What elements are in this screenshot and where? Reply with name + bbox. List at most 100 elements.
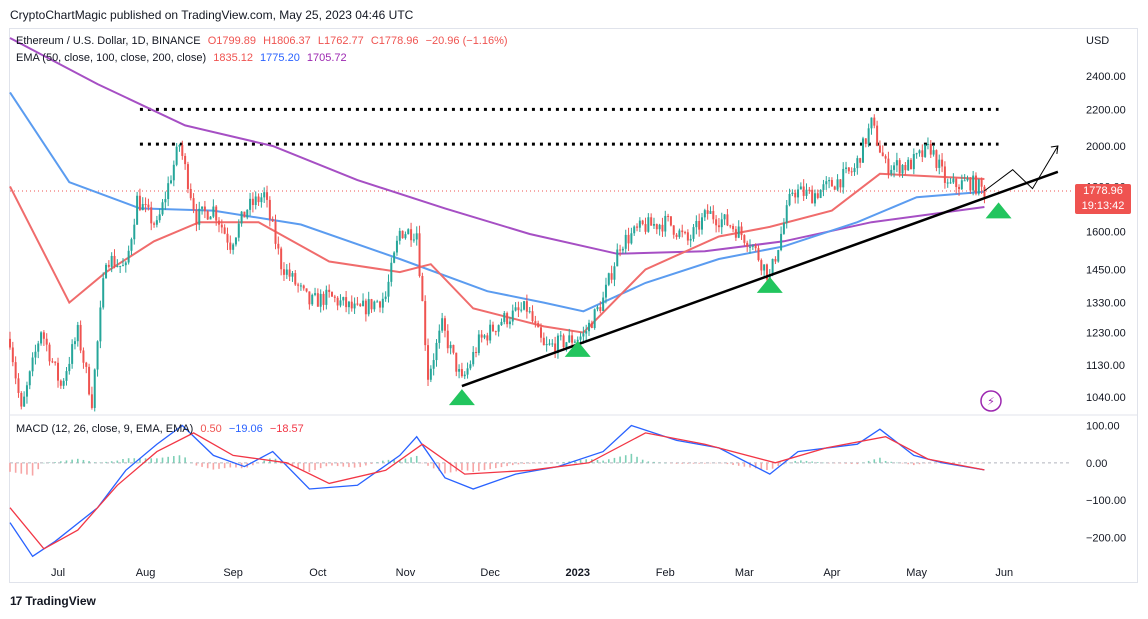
macd-histogram-bar (771, 462, 774, 469)
macd-histogram-bar (189, 462, 192, 463)
macd-histogram-bar (235, 462, 237, 468)
macd-histogram-bar (681, 462, 684, 464)
candle-body (627, 234, 630, 244)
candle-body (847, 167, 850, 172)
candle-body (350, 301, 353, 309)
macd-histogram-bar (777, 462, 780, 467)
candle-body (220, 224, 223, 228)
macd-histogram-bar (139, 458, 141, 463)
candle-body (73, 341, 76, 345)
candle-body (895, 160, 898, 166)
candle-body (189, 188, 192, 199)
ema-label[interactable]: EMA (50, close, 100, close, 200, close) (16, 52, 207, 64)
candle-body (833, 186, 836, 190)
candle-body (263, 192, 266, 198)
candle-body (590, 322, 593, 328)
candle-body (243, 211, 246, 218)
candle-body (71, 344, 74, 364)
macd-histogram-bar (636, 456, 638, 463)
macd-tick-label: 0.00 (1086, 458, 1107, 470)
candle-body (551, 343, 554, 345)
candle-body (297, 284, 300, 286)
macd-histogram-bar (670, 462, 672, 464)
macd-histogram-bar (461, 462, 463, 471)
macd-histogram-bar (263, 460, 266, 463)
candle-body (723, 214, 726, 220)
macd-histogram-bar (43, 462, 45, 464)
macd-histogram-bar (156, 458, 158, 463)
candle-body (164, 199, 167, 203)
candle-body (825, 181, 828, 185)
candle-body (604, 284, 607, 298)
macd-histogram-bar (828, 462, 830, 464)
macd-histogram-bar (896, 462, 898, 464)
macd-histogram-bar (913, 462, 915, 466)
macd-histogram-bar (980, 462, 983, 464)
candle-body (980, 179, 983, 187)
macd-histogram-bar (342, 462, 345, 467)
symbol-label[interactable]: Ethereum / U.S. Dollar, 1D, BINANCE (16, 35, 201, 47)
candle-body (226, 233, 229, 243)
macd-histogram-bar (969, 462, 972, 464)
candle-body (99, 307, 102, 342)
macd-tick-label: 100.00 (1086, 420, 1120, 432)
candle-body (254, 196, 257, 206)
macd-histogram-bar (607, 459, 610, 463)
macd-histogram-bar (585, 459, 587, 463)
candle-body (218, 220, 221, 225)
candle-body (856, 158, 859, 169)
candle-body (901, 165, 904, 174)
macd-label[interactable]: MACD (12, 26, close, 9, EMA, EMA) (16, 423, 194, 435)
macd-histogram-bar (82, 459, 85, 463)
candle-body (568, 335, 571, 343)
price-tick-label: 1330.00 (1086, 298, 1126, 310)
candle-body (565, 342, 568, 348)
candle-body (121, 265, 124, 267)
candle-body (288, 269, 291, 277)
candle-body (9, 338, 11, 348)
candle-body (339, 300, 342, 306)
time-tick-label: Feb (656, 567, 675, 579)
macd-histogram-bar (715, 462, 717, 464)
macd-histogram-bar (161, 457, 164, 463)
macd-histogram-bar (110, 461, 113, 463)
macd-histogram-bar (664, 462, 667, 464)
ascending-trendline (461, 170, 1059, 388)
macd-histogram-bar (794, 460, 797, 463)
macd-line (9, 424, 985, 558)
time-tick-label: Oct (309, 567, 326, 579)
candle-body (966, 178, 969, 181)
ema50-line (9, 172, 985, 334)
candle-body (424, 301, 427, 346)
macd-histogram-bar (574, 460, 576, 463)
current-price-label: 1778.96 (1083, 185, 1123, 197)
candle-body (458, 369, 461, 372)
candle-body (652, 224, 655, 226)
macd-histogram-bar (845, 462, 847, 464)
macd-histogram-bar (184, 457, 186, 463)
candle-body (506, 313, 509, 325)
macd-histogram-bar (579, 459, 582, 463)
macd-histogram-bar (867, 460, 870, 463)
candle-body (249, 198, 252, 210)
candle-body (774, 258, 777, 262)
candle-body (675, 234, 678, 237)
candle-body (898, 160, 901, 174)
candle-body (946, 182, 949, 184)
candle-body (229, 242, 232, 250)
candle-body (542, 337, 545, 346)
candle-body (124, 262, 127, 266)
candle-body (921, 150, 924, 157)
candle-body (203, 206, 206, 212)
candle-body (486, 335, 489, 341)
candle-body (864, 138, 867, 144)
candle-body (607, 273, 610, 285)
candle-body (85, 362, 88, 367)
macd-histogram-bar (325, 462, 328, 467)
candle-body (469, 364, 472, 369)
macd-histogram-bar (173, 456, 175, 463)
candle-body (336, 297, 339, 306)
candle-body (700, 217, 703, 230)
candle-body (910, 159, 913, 170)
